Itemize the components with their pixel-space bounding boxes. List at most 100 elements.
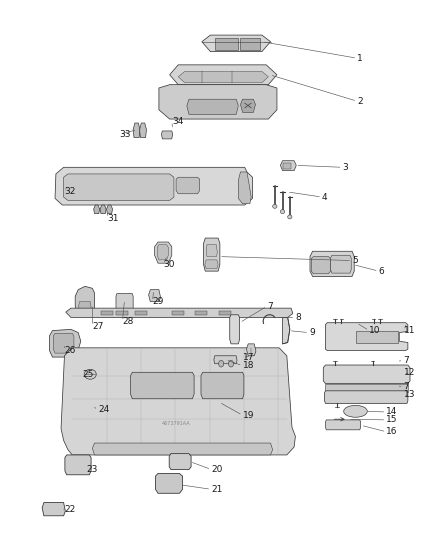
Polygon shape xyxy=(206,245,217,256)
Polygon shape xyxy=(101,311,113,316)
Text: 25: 25 xyxy=(82,370,94,379)
Text: 8: 8 xyxy=(295,313,301,322)
Polygon shape xyxy=(240,38,260,50)
Polygon shape xyxy=(133,123,140,138)
Polygon shape xyxy=(68,399,84,415)
Polygon shape xyxy=(240,99,255,112)
Polygon shape xyxy=(230,315,240,344)
Text: 34: 34 xyxy=(172,117,183,126)
Polygon shape xyxy=(106,205,113,214)
Text: 9: 9 xyxy=(309,328,315,337)
Polygon shape xyxy=(247,344,256,356)
Text: 32: 32 xyxy=(64,187,76,196)
Polygon shape xyxy=(55,167,252,205)
Polygon shape xyxy=(215,38,238,50)
Polygon shape xyxy=(176,177,200,194)
Polygon shape xyxy=(238,172,251,204)
Polygon shape xyxy=(64,394,95,418)
Polygon shape xyxy=(157,245,168,260)
Text: 18: 18 xyxy=(243,361,254,370)
Polygon shape xyxy=(64,174,174,200)
Ellipse shape xyxy=(219,360,224,367)
Polygon shape xyxy=(116,311,128,316)
Text: 5: 5 xyxy=(352,256,358,265)
Text: 6: 6 xyxy=(379,266,385,276)
Polygon shape xyxy=(100,205,106,214)
Text: 1: 1 xyxy=(357,54,363,63)
Polygon shape xyxy=(170,65,277,85)
Polygon shape xyxy=(42,503,65,516)
Text: 17: 17 xyxy=(243,353,254,362)
Polygon shape xyxy=(148,289,161,302)
Text: 22: 22 xyxy=(64,505,76,514)
Polygon shape xyxy=(311,256,331,274)
Ellipse shape xyxy=(344,406,367,417)
Polygon shape xyxy=(155,473,183,493)
Polygon shape xyxy=(202,35,271,52)
Polygon shape xyxy=(116,294,133,311)
Polygon shape xyxy=(178,71,268,83)
Polygon shape xyxy=(323,365,410,384)
Polygon shape xyxy=(94,205,100,214)
Ellipse shape xyxy=(84,369,96,379)
Text: 16: 16 xyxy=(386,427,398,437)
Ellipse shape xyxy=(288,215,292,219)
Text: 7: 7 xyxy=(403,356,410,365)
Text: 13: 13 xyxy=(403,390,415,399)
Polygon shape xyxy=(325,391,408,403)
Polygon shape xyxy=(49,329,81,357)
Polygon shape xyxy=(204,238,220,271)
Text: 21: 21 xyxy=(211,485,223,494)
Polygon shape xyxy=(283,318,290,344)
Polygon shape xyxy=(325,384,408,392)
Polygon shape xyxy=(214,356,237,364)
Text: 29: 29 xyxy=(152,297,164,306)
Text: 7: 7 xyxy=(403,382,410,391)
Text: 7: 7 xyxy=(267,302,273,311)
Polygon shape xyxy=(79,302,91,311)
Text: 19: 19 xyxy=(243,411,254,420)
Polygon shape xyxy=(61,348,295,455)
Polygon shape xyxy=(357,332,399,343)
Polygon shape xyxy=(325,322,408,351)
Text: 23: 23 xyxy=(87,465,98,474)
Text: 26: 26 xyxy=(64,346,76,355)
Polygon shape xyxy=(219,311,231,316)
Polygon shape xyxy=(195,311,208,316)
Polygon shape xyxy=(75,286,95,315)
Text: 14: 14 xyxy=(386,407,398,416)
Text: 30: 30 xyxy=(163,260,175,269)
Polygon shape xyxy=(140,123,146,138)
Ellipse shape xyxy=(229,360,233,367)
Polygon shape xyxy=(205,260,218,269)
Text: 2: 2 xyxy=(357,96,363,106)
Polygon shape xyxy=(331,255,351,273)
Polygon shape xyxy=(187,99,238,115)
Text: 12: 12 xyxy=(403,368,415,377)
Text: 24: 24 xyxy=(98,406,109,415)
Ellipse shape xyxy=(272,204,277,208)
Text: 20: 20 xyxy=(211,465,223,474)
Polygon shape xyxy=(155,242,172,263)
Text: 3: 3 xyxy=(343,163,348,172)
Polygon shape xyxy=(135,311,147,316)
Text: 28: 28 xyxy=(123,317,134,326)
Text: 31: 31 xyxy=(107,214,119,223)
Polygon shape xyxy=(66,308,293,318)
Polygon shape xyxy=(169,454,191,470)
Polygon shape xyxy=(65,455,91,475)
Polygon shape xyxy=(92,443,272,455)
Polygon shape xyxy=(280,161,296,171)
Polygon shape xyxy=(131,372,194,399)
Text: 11: 11 xyxy=(403,326,415,335)
Text: 4673791AA: 4673791AA xyxy=(162,421,191,426)
Polygon shape xyxy=(159,85,277,119)
Polygon shape xyxy=(162,131,173,139)
Ellipse shape xyxy=(280,209,285,214)
Polygon shape xyxy=(53,333,74,353)
Polygon shape xyxy=(283,163,291,168)
Polygon shape xyxy=(325,420,360,430)
Text: 33: 33 xyxy=(120,130,131,139)
Text: 10: 10 xyxy=(369,326,381,335)
Polygon shape xyxy=(172,311,184,316)
